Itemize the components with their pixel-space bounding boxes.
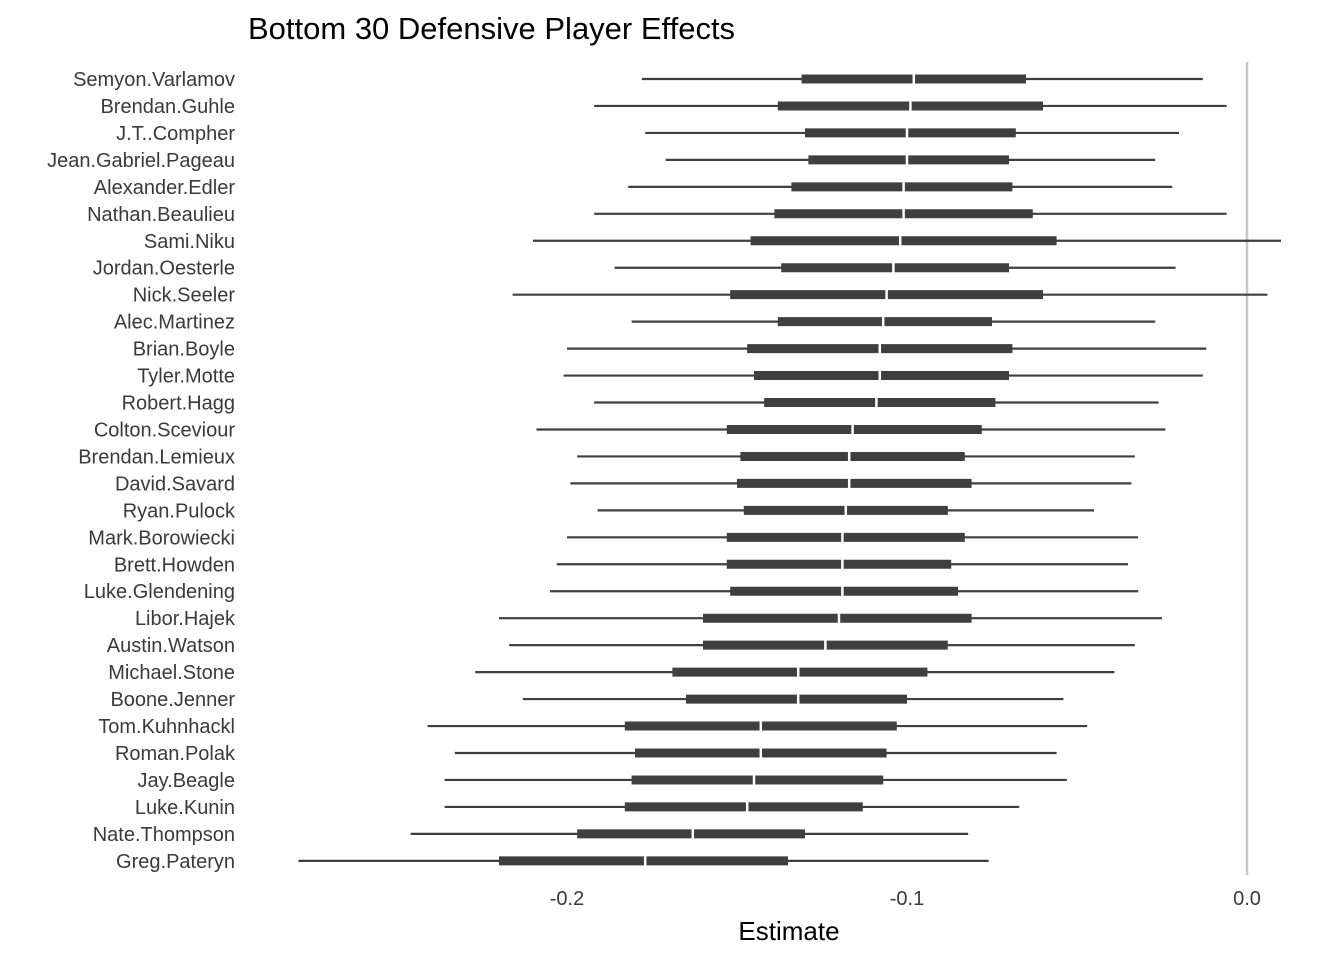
- player-label: Semyon.Varlamov: [73, 69, 235, 91]
- player-interval: [427, 721, 1088, 732]
- player-label: Mark.Borowiecki: [88, 527, 235, 549]
- player-label: Luke.Glendening: [84, 581, 235, 603]
- x-axis-label: Estimate: [738, 916, 839, 946]
- player-interval: [631, 316, 1156, 327]
- player-interval: [665, 154, 1156, 165]
- player-label: Nick.Seeler: [133, 285, 236, 307]
- player-interval: [509, 640, 1135, 651]
- player-label: Colton.Sceviour: [94, 419, 236, 441]
- player-interval: [594, 100, 1227, 111]
- player-label: Robert.Hagg: [122, 393, 235, 415]
- player-label: Brian.Boyle: [133, 339, 235, 361]
- player-interval: [567, 343, 1207, 354]
- player-interval: [444, 801, 1020, 812]
- player-interval: [597, 505, 1094, 516]
- player-label: Brendan.Guhle: [100, 96, 235, 118]
- player-interval: [533, 235, 1281, 246]
- player-label: Alec.Martinez: [114, 312, 235, 334]
- player-label: Brendan.Lemieux: [78, 446, 235, 468]
- player-interval: [475, 667, 1115, 678]
- player-interval: [444, 774, 1067, 785]
- player-label: Jay.Beagle: [138, 770, 235, 792]
- player-label: Alexander.Edler: [94, 177, 236, 199]
- player-label: J.T..Compher: [116, 123, 235, 145]
- player-label: Michael.Stone: [108, 662, 235, 684]
- player-interval: [522, 694, 1064, 705]
- player-label: Jean.Gabriel.Pageau: [47, 150, 235, 172]
- player-interval: [499, 613, 1162, 624]
- x-axis-ticks: -0.2 -0.1 0.0: [550, 888, 1261, 910]
- x-tick-label: -0.2: [550, 888, 584, 910]
- player-label: Brett.Howden: [114, 554, 235, 576]
- player-label: Jordan.Oesterle: [93, 258, 235, 280]
- player-interval: [645, 127, 1179, 138]
- player-interval: [628, 181, 1173, 192]
- player-interval: [454, 748, 1057, 758]
- player-label: Austin.Watson: [107, 635, 235, 657]
- player-interval: [556, 559, 1128, 570]
- player-label: Greg.Pateryn: [116, 851, 235, 873]
- player-interval: [512, 289, 1268, 300]
- player-label: David.Savard: [115, 473, 235, 495]
- player-label: Roman.Polak: [115, 743, 236, 765]
- player-interval: [614, 262, 1176, 273]
- player-label: Luke.Kunin: [135, 797, 235, 819]
- player-label: Tyler.Motte: [137, 366, 235, 388]
- player-interval: [594, 208, 1227, 219]
- player-label: Nate.Thompson: [93, 824, 235, 846]
- player-interval: [570, 478, 1132, 489]
- player-interval: [563, 370, 1203, 381]
- player-label: Nathan.Beaulieu: [87, 204, 235, 226]
- player-interval: [410, 828, 969, 839]
- chart-title: Bottom 30 Defensive Player Effects: [248, 11, 735, 46]
- player-interval: [594, 397, 1159, 408]
- x-tick-label: -0.1: [890, 888, 924, 910]
- player-label: Sami.Niku: [144, 231, 235, 253]
- player-label: Boone.Jenner: [110, 689, 235, 711]
- player-interval: [536, 424, 1166, 435]
- player-interval: [641, 74, 1203, 84]
- player-interval: [577, 451, 1135, 462]
- intervals-layer: [298, 74, 1281, 866]
- player-label: Libor.Hajek: [135, 608, 236, 630]
- player-interval: [550, 586, 1139, 597]
- player-label: Ryan.Pulock: [123, 500, 236, 522]
- y-axis-labels: Semyon.Varlamov Brendan.Guhle J.T..Compher…: [47, 69, 236, 873]
- x-tick-label: 0.0: [1233, 888, 1261, 910]
- player-label: Tom.Kuhnhackl: [98, 716, 235, 738]
- player-interval: [567, 532, 1139, 543]
- player-interval: [298, 855, 989, 866]
